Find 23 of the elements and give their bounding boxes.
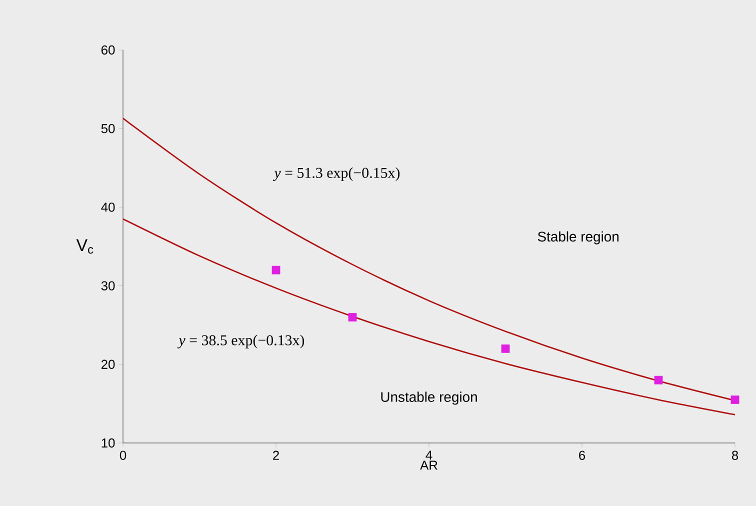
point xyxy=(654,376,663,384)
point xyxy=(272,266,280,274)
annotation: Unstable region xyxy=(381,392,477,405)
point xyxy=(348,313,357,322)
y-axis-title: V$_{c}$ xyxy=(76,239,94,254)
point xyxy=(501,344,510,353)
y-tick-label: 50 xyxy=(101,124,115,134)
point xyxy=(730,396,740,404)
x-tick-label: 8 xyxy=(732,450,738,460)
y-tick-label: 60 xyxy=(101,45,115,55)
y-tick-label: 30 xyxy=(101,281,115,290)
annotation: y = 38.5 exp(−0.13x) xyxy=(177,334,304,348)
x-tick-label: 0 xyxy=(120,450,126,460)
x-tick-label: 6 xyxy=(579,450,586,460)
annotation: Stable region xyxy=(538,231,619,244)
annotation: y = 51.3 exp(−0.15x) xyxy=(272,167,400,181)
y-tick-label: 40 xyxy=(101,202,115,212)
y-tick-label: 10 xyxy=(102,438,115,448)
x-tick-label: 4 xyxy=(426,450,432,460)
x-axis-title: AR xyxy=(420,460,438,470)
x-tick-label: 2 xyxy=(273,450,279,460)
line-series xyxy=(122,218,736,416)
y-tick-label: 20 xyxy=(101,360,115,369)
